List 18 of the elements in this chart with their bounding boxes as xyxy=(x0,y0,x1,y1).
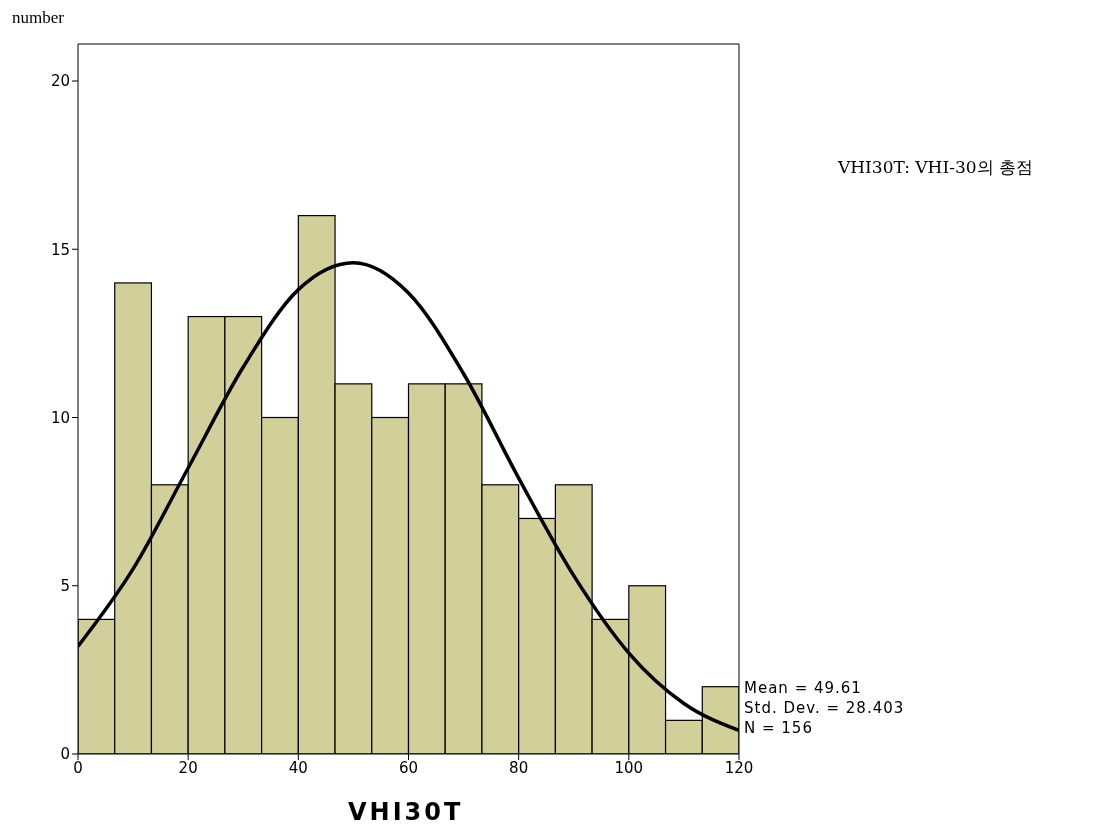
x-tick-label: 120 xyxy=(724,758,754,777)
x-tick-label: 0 xyxy=(73,758,83,777)
y-tick-label: 0 xyxy=(60,745,70,764)
y-tick-label: 10 xyxy=(50,408,70,427)
x-tick-label: 80 xyxy=(509,758,529,777)
x-tick-label: 60 xyxy=(398,758,419,777)
y-tick-label: 20 xyxy=(50,72,70,91)
text: VHI30T: VHI-30의 총점 xyxy=(838,156,1033,179)
text: Mean = 49.61 xyxy=(744,678,863,698)
text: Std. Dev. = 28.403 xyxy=(744,698,905,718)
text: N = 156 xyxy=(744,718,814,738)
y-axis-title: number xyxy=(12,8,64,28)
y-tick-label: 5 xyxy=(60,577,70,596)
y-tick-label: 15 xyxy=(50,240,70,259)
x-axis-title: VHI30T xyxy=(348,798,464,826)
x-tick-label: 40 xyxy=(288,758,308,777)
x-tick-label: 20 xyxy=(178,758,198,777)
x-tick-label: 100 xyxy=(614,758,644,777)
